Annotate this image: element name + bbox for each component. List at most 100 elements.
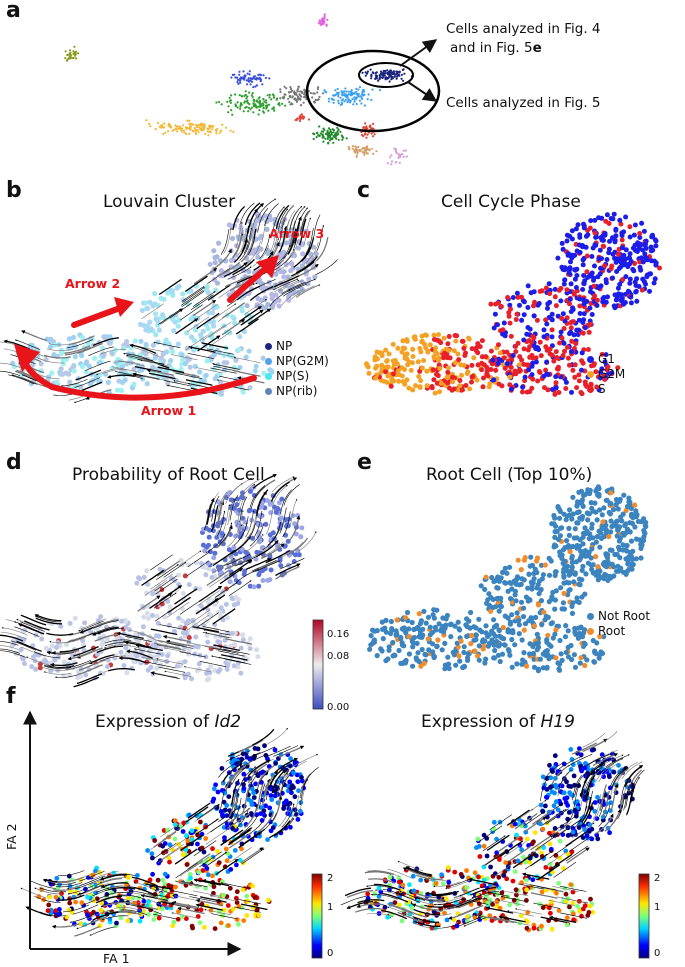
cell-point (520, 389, 525, 395)
cell-point (573, 559, 580, 565)
cell-point (574, 248, 580, 254)
umap-point (322, 22, 325, 25)
cell-point (441, 355, 447, 361)
cell-point (383, 658, 389, 664)
cell-point (420, 632, 426, 638)
cell-point (582, 278, 588, 284)
umap-point (200, 128, 203, 131)
umap-point (204, 132, 207, 135)
cell-point (536, 591, 542, 597)
velocity-streamline (104, 639, 132, 644)
cell-point (521, 312, 527, 318)
cell-point (256, 913, 262, 918)
cell-point (189, 676, 194, 682)
umap-point (324, 137, 327, 140)
umap-point (279, 88, 282, 91)
cell-point (404, 609, 411, 616)
umap-point (188, 126, 192, 129)
cell-point (584, 299, 590, 304)
umap-point (196, 126, 199, 129)
umap-point (231, 113, 234, 116)
velocity-streamline (269, 259, 293, 276)
cell-point (415, 624, 421, 630)
cell-point (513, 317, 519, 322)
velocity-streamline (97, 627, 125, 635)
cell-point (555, 660, 561, 666)
cell-point (543, 652, 549, 659)
umap-point (327, 142, 330, 145)
umap-point (318, 125, 321, 128)
cell-point (411, 626, 417, 633)
cell-point (424, 368, 430, 374)
cell-point (132, 338, 138, 344)
cell-point (137, 918, 143, 924)
cell-point (205, 599, 211, 605)
cell-point (585, 347, 591, 352)
umap-point (298, 119, 302, 123)
umap-point (268, 77, 271, 80)
cell-point (624, 503, 631, 510)
cell-point (254, 647, 259, 653)
cell-point (43, 357, 49, 363)
cell-point (577, 311, 583, 316)
cell-point (184, 862, 190, 867)
velocity-streamline (272, 206, 285, 231)
cell-point (427, 632, 433, 638)
umap-point (169, 124, 172, 127)
umap-point (226, 100, 229, 103)
velocity-streamline (220, 228, 230, 255)
cell-point (623, 261, 629, 267)
cell-point (141, 898, 147, 904)
cell-point (488, 301, 494, 307)
velocity-streamline (172, 370, 200, 378)
cell-point (392, 358, 398, 363)
cell-point (486, 591, 492, 597)
umap-point (251, 92, 254, 95)
cell-point (603, 497, 609, 503)
cell-point (294, 772, 300, 778)
cell-point (211, 352, 217, 358)
cell-point (443, 622, 449, 628)
cell-point (568, 329, 574, 335)
umap-point (345, 90, 348, 93)
velocity-streamline (252, 474, 277, 489)
cell-point (626, 255, 632, 261)
cell-point (389, 627, 395, 634)
cell-point (442, 662, 448, 668)
cell-point (229, 235, 236, 242)
cell-point (155, 302, 161, 308)
umap-point (397, 156, 400, 159)
cell-point (221, 360, 227, 366)
umap-point (299, 98, 302, 101)
panel-d-velocity-streamlines (0, 474, 317, 688)
cell-point (540, 572, 547, 578)
cell-point (573, 226, 579, 232)
cell-point (535, 378, 541, 384)
umap-point (347, 98, 350, 101)
umap-point (346, 94, 349, 97)
cell-point (235, 234, 241, 240)
umap-point (214, 128, 217, 131)
velocity-streamline (301, 237, 315, 262)
cell-point (566, 267, 572, 273)
cell-point (165, 290, 171, 296)
cell-point (657, 265, 662, 271)
cell-point (135, 873, 140, 878)
velocity-streamline (249, 523, 264, 547)
cell-point (268, 828, 274, 834)
velocity-streamline (281, 288, 304, 306)
velocity-streamline (141, 303, 164, 320)
cell-point (425, 614, 432, 620)
umap-point (265, 105, 268, 108)
umap-point (332, 129, 335, 132)
cell-point (643, 281, 648, 287)
cell-point (599, 650, 606, 657)
velocity-streamline (274, 273, 300, 285)
cell-point (509, 612, 515, 618)
umap-point (285, 87, 288, 90)
velocity-streamline (150, 628, 178, 636)
cell-point (196, 869, 202, 875)
umap-point (243, 75, 246, 78)
cell-point (473, 632, 479, 638)
cell-point (588, 218, 594, 224)
